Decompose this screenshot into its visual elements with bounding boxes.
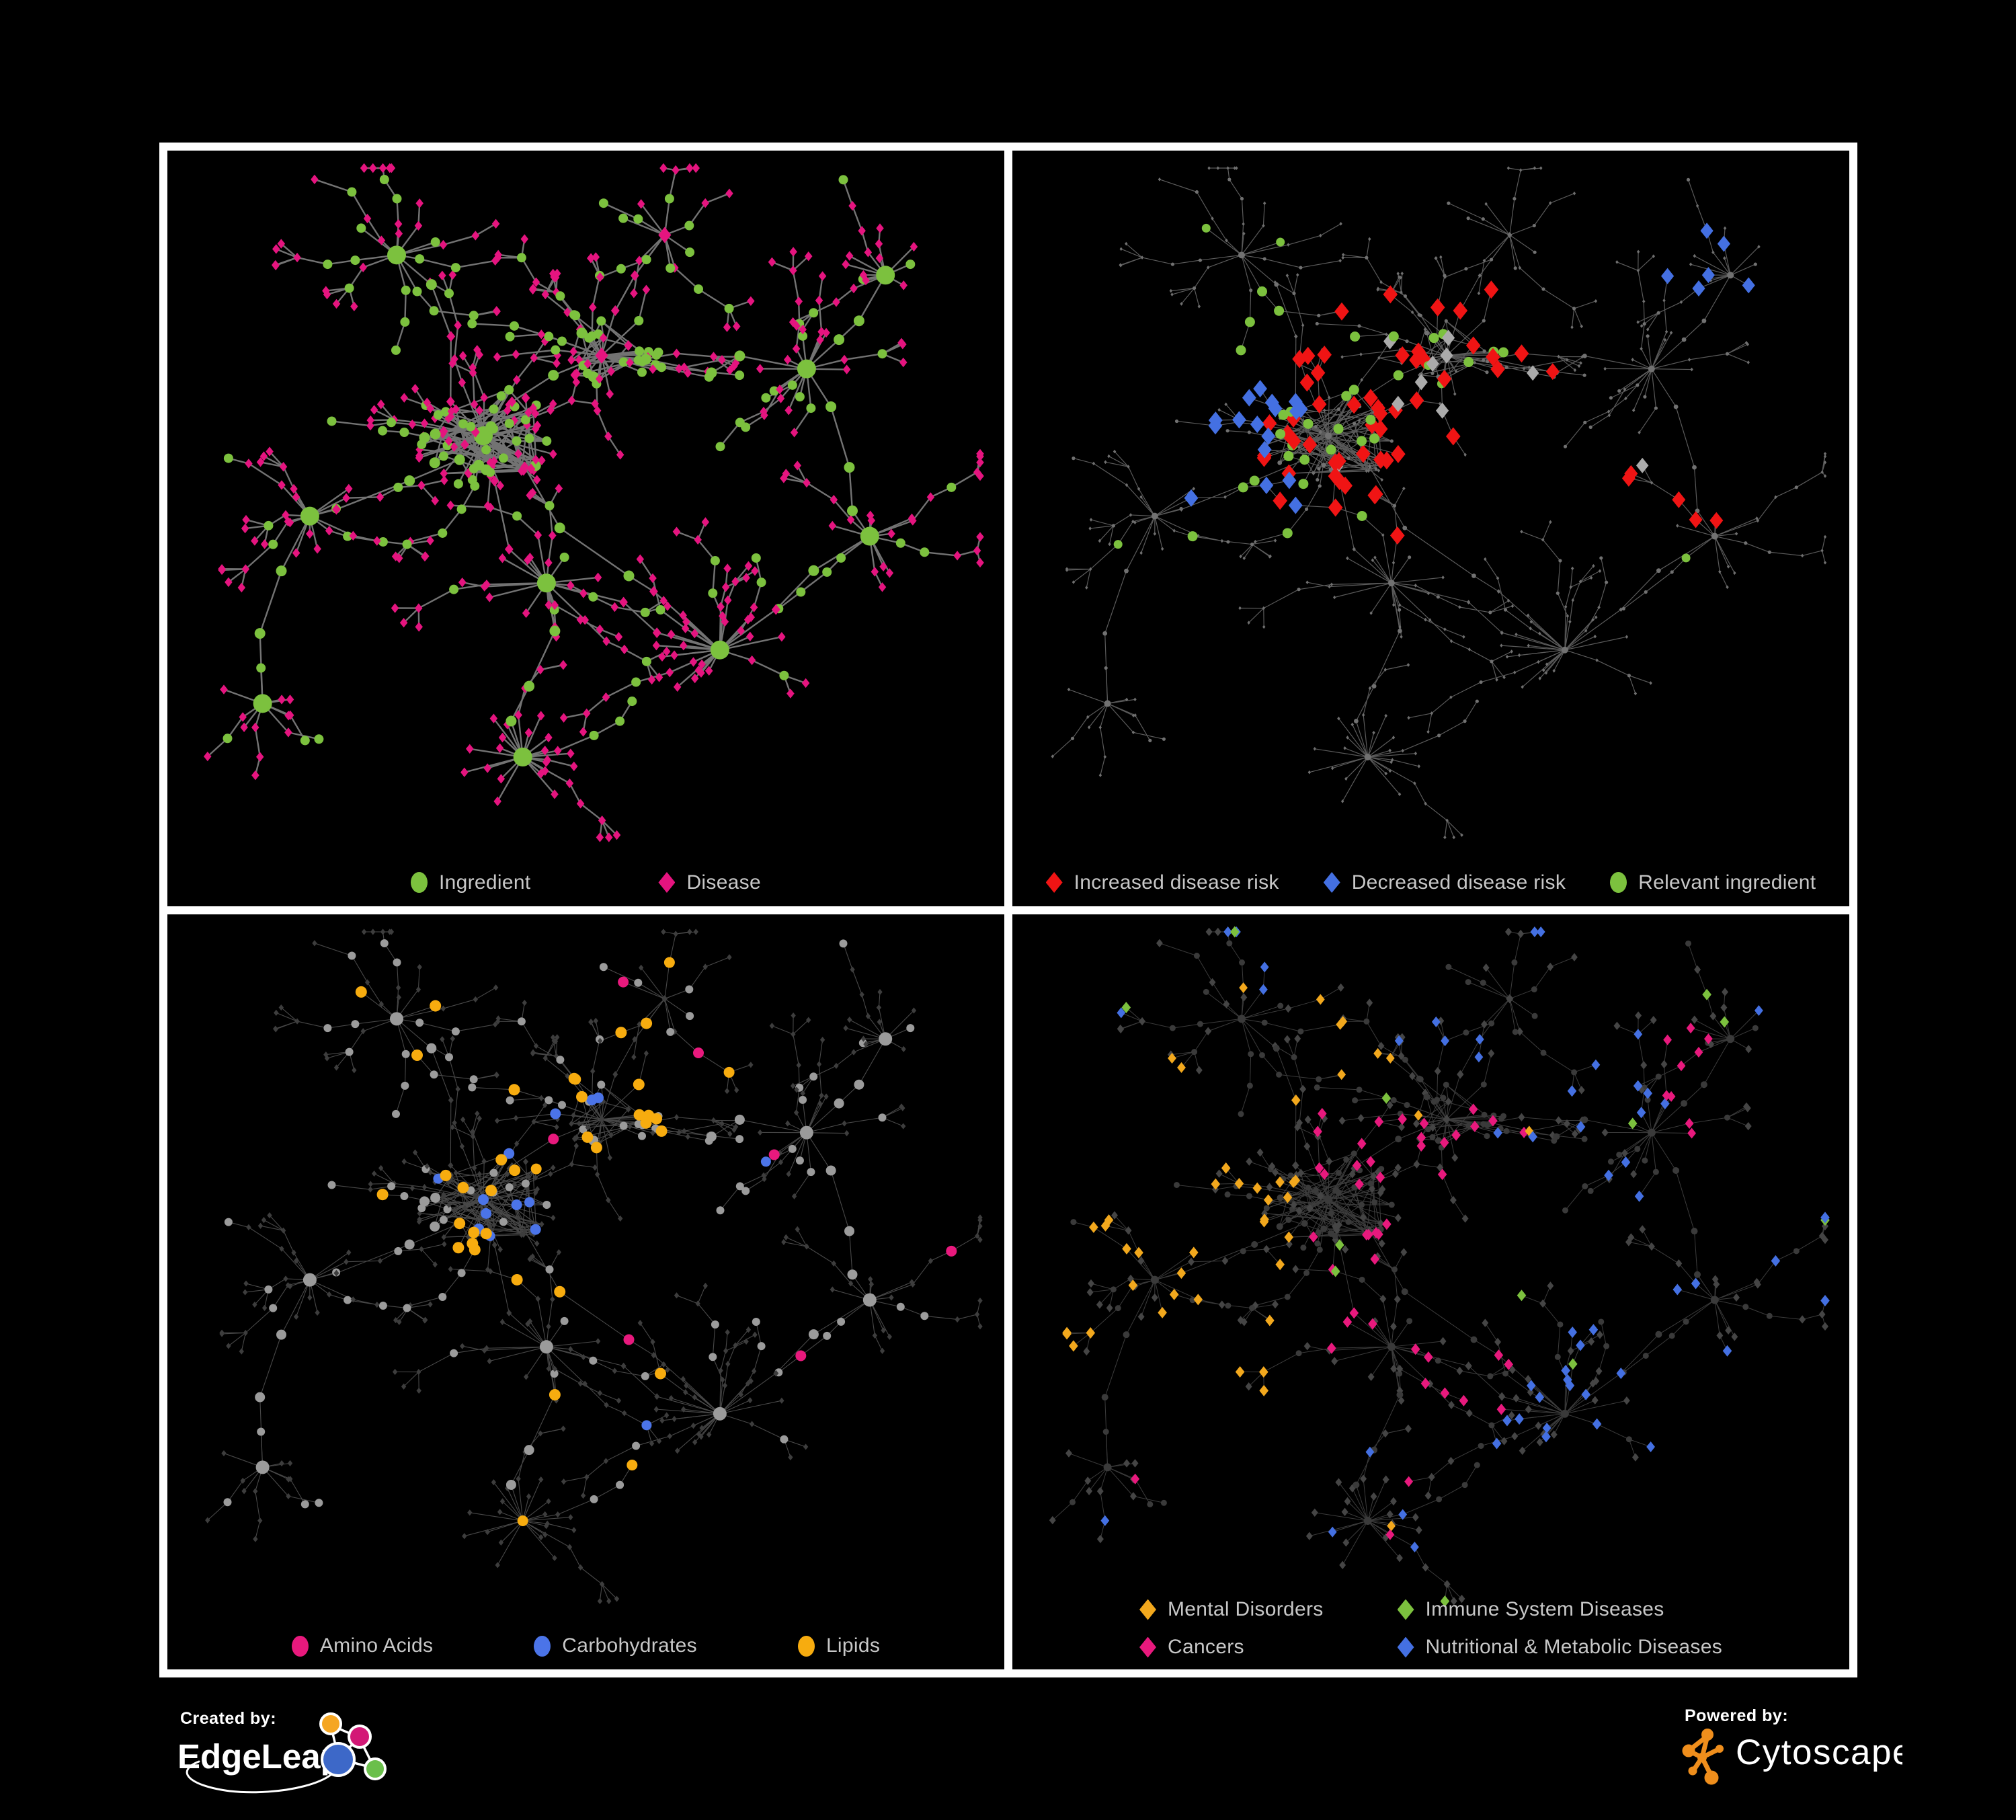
edgeleap-swoosh [186, 1757, 340, 1794]
network-graph-disease-risk [1051, 166, 1827, 840]
panel-disease-risk-network: Increased disease risk Decreased disease … [1012, 151, 1849, 906]
legend-swatch-circle [291, 1635, 309, 1657]
legend-item: Ingredient [411, 871, 530, 894]
legend-disease-category: Mental Disorders Immune System Diseases Ca… [1012, 1598, 1849, 1659]
legend-swatch-diamond [658, 872, 676, 893]
legend-disease-risk: Increased disease risk Decreased disease … [1012, 871, 1849, 894]
legend-item: Relevant ingredient [1610, 871, 1816, 894]
edgeleap-wordmark: EdgeLeap [177, 1737, 341, 1776]
legend-label: Carbohydrates [562, 1634, 697, 1657]
legend-swatch-diamond [1397, 1599, 1414, 1620]
legend-label: Ingredient [439, 871, 531, 894]
legend-item: Disease [658, 871, 761, 894]
legend-swatch-diamond [1139, 1636, 1156, 1658]
legend-item: Amino Acids [291, 1634, 434, 1657]
legend-item: Nutritional & Metabolic Diseases [1397, 1636, 1722, 1659]
legend-item: Increased disease risk [1045, 871, 1279, 894]
legend-swatch-circle [1610, 872, 1627, 893]
legend-swatch-diamond [1139, 1599, 1156, 1620]
legend-item: Lipids [797, 1634, 881, 1657]
legend-ingredient-disease: Ingredient Disease [167, 871, 1004, 894]
legend-item: Carbohydrates [534, 1634, 697, 1657]
legend-label: Nutritional & Metabolic Diseases [1425, 1636, 1722, 1658]
powered-by-label: Powered by: [1685, 1706, 1788, 1725]
legend-label: Relevant ingredient [1638, 871, 1816, 894]
cytoscape-glyph [1682, 1729, 1724, 1785]
legend-item: Immune System Diseases [1397, 1598, 1722, 1621]
panel-disease-category-network: Mental Disorders Immune System Diseases Ca… [1012, 914, 1849, 1669]
legend-swatch-diamond [1397, 1636, 1414, 1658]
legend-swatch-diamond [1323, 872, 1340, 893]
legend-label: Immune System Diseases [1425, 1598, 1664, 1620]
cytoscape-logo: Powered by: Cytoscape [1682, 1706, 1912, 1785]
legend-item: Mental Disorders [1139, 1598, 1324, 1621]
legend-nutrient-class: Amino Acids Carbohydrates Lipids [167, 1634, 1004, 1657]
panel-nutrient-class-network: Amino Acids Carbohydrates Lipids [167, 914, 1004, 1669]
edgeleap-glyph-nodes [319, 1712, 387, 1780]
cytoscape-wordmark: Cytoscape [1736, 1733, 1902, 1772]
legend-swatch-circle [534, 1635, 551, 1657]
panel-ingredient-disease-network: Ingredient Disease [167, 151, 1004, 906]
legend-label: Amino Acids [319, 1634, 434, 1657]
legend-item: Decreased disease risk [1323, 871, 1566, 894]
legend-item: Cancers [1139, 1636, 1324, 1659]
cytoscape-credit: Powered by: Cytoscape [1674, 1704, 1912, 1794]
legend-swatch-diamond [1045, 872, 1063, 893]
legend-label: Decreased disease risk [1351, 871, 1566, 894]
legend-swatch-circle [797, 1635, 815, 1657]
network-graph-nutrient-class [205, 928, 983, 1604]
created-by-label: Created by: [180, 1709, 276, 1728]
edgeleap-logo: Created by: EdgeLeap [177, 1709, 387, 1794]
legend-swatch-circle [411, 872, 428, 893]
network-graph-disease-category [1049, 926, 1830, 1607]
legend-label: Cancers [1168, 1636, 1244, 1658]
legend-label: Increased disease risk [1074, 871, 1279, 894]
legend-label: Lipids [825, 1634, 881, 1657]
figure-grid: Ingredient Disease Increased disease risk… [159, 143, 1857, 1677]
edgeleap-credit: Created by: EdgeLeap [160, 1704, 415, 1815]
legend-label: Mental Disorders [1168, 1598, 1324, 1620]
legend-label: Disease [686, 871, 761, 894]
network-graph-ingredient-disease [204, 163, 984, 842]
